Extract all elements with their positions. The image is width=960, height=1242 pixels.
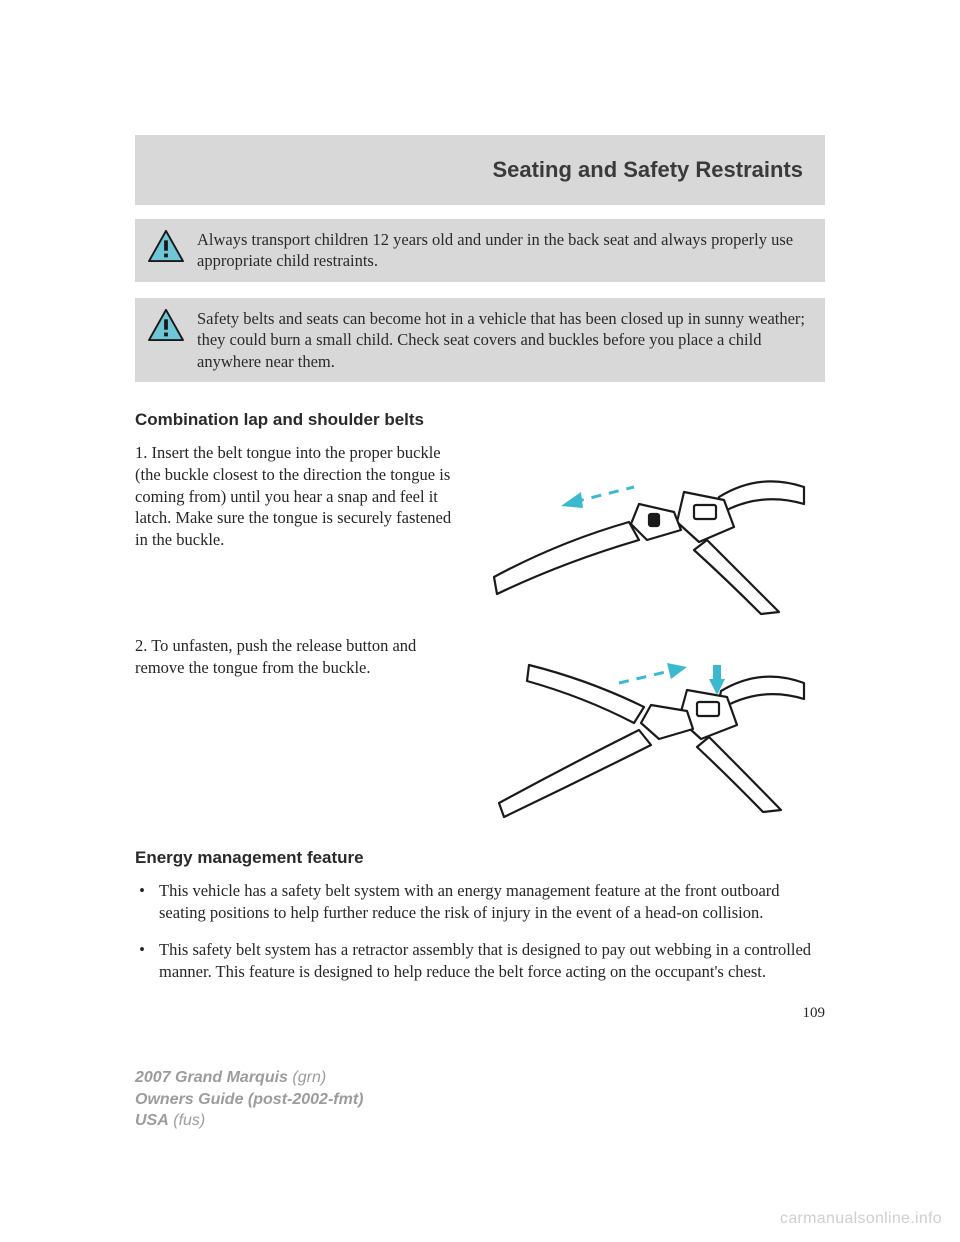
footer-model-code: (grn) [292,1069,326,1086]
figure-unfasten-belt [473,635,825,820]
warning-triangle-icon [147,308,185,342]
warning-box-1: Always transport children 12 years old a… [135,219,825,282]
footer-block: 2007 Grand Marquis (grn) Owners Guide (p… [135,1067,363,1132]
watermark-text: carmanualsonline.info [780,1210,942,1228]
footer-model: 2007 Grand Marquis [135,1069,288,1086]
bullet-dot-icon: • [135,880,149,925]
warning-text-1: Always transport children 12 years old a… [197,229,811,272]
step-2-row: 2. To unfasten, push the release button … [135,635,825,820]
warning-triangle-icon [147,229,185,263]
footer-guide: Owners Guide (post-2002-fmt) [135,1091,363,1108]
bullet-dot-icon: • [135,939,149,984]
footer-region: USA [135,1112,169,1129]
warning-box-2: Safety belts and seats can become hot in… [135,298,825,382]
section-header-title: Seating and Safety Restraints [492,157,803,183]
footer-line-2: Owners Guide (post-2002-fmt) [135,1089,363,1111]
bullet-text-1: This vehicle has a safety belt system wi… [159,880,825,925]
bullet-item: • This vehicle has a safety belt system … [135,880,825,925]
step-1-row: 1. Insert the belt tongue into the prope… [135,442,825,617]
footer-region-code: (fus) [173,1112,205,1129]
page-number: 109 [135,1005,825,1022]
heading-energy-management: Energy management feature [135,848,825,868]
section-header-band: Seating and Safety Restraints [135,135,825,205]
figure-insert-belt [473,442,825,617]
heading-combination-belts: Combination lap and shoulder belts [135,410,825,430]
step-1-text: 1. Insert the belt tongue into the prope… [135,442,455,551]
step-2-text: 2. To unfasten, push the release button … [135,635,455,679]
page-content: Seating and Safety Restraints Always tra… [135,135,825,1022]
bullet-list: • This vehicle has a safety belt system … [135,880,825,983]
bullet-text-2: This safety belt system has a retractor … [159,939,825,984]
warning-text-2: Safety belts and seats can become hot in… [197,308,811,372]
footer-line-1: 2007 Grand Marquis (grn) [135,1067,363,1089]
footer-line-3: USA (fus) [135,1110,363,1132]
bullet-item: • This safety belt system has a retracto… [135,939,825,984]
